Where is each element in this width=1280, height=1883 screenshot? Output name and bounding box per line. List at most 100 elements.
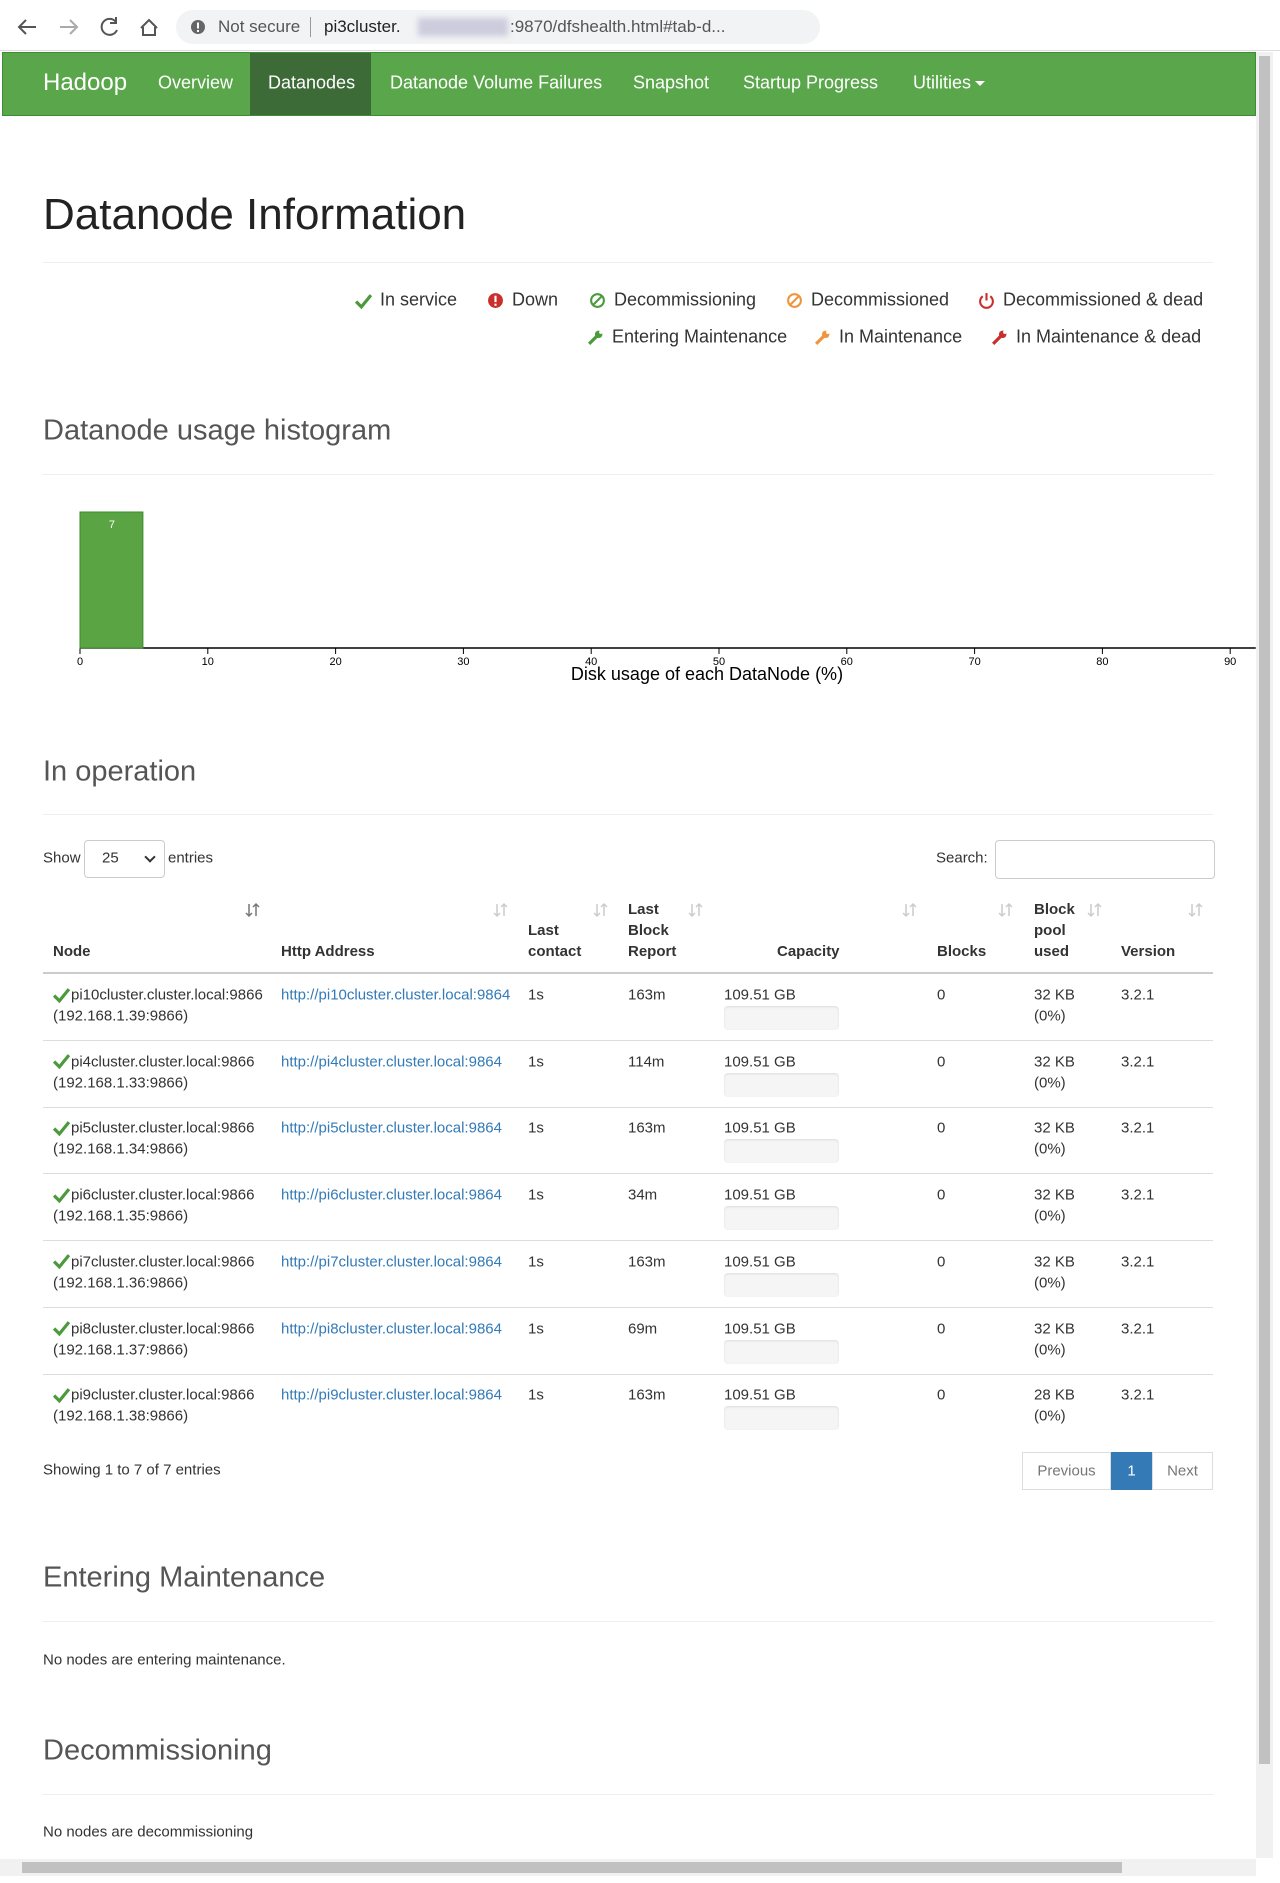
version: 3.2.1: [1121, 1386, 1155, 1404]
last-contact: 1s: [528, 1119, 544, 1137]
scrollbar-h[interactable]: [0, 1859, 1256, 1876]
histogram: 0 10 20 30 40 50 60 70 80 90 7 Disk usage of each D…: [77, 511, 1256, 684]
column-header[interactable]: Node: [53, 943, 91, 960]
x-tick-label: 10: [202, 656, 214, 668]
column-header[interactable]: Last contact: [528, 922, 582, 960]
block-pool-pct: (0%): [1034, 1407, 1066, 1425]
status-icon: [53, 987, 70, 1003]
sort-icon[interactable]: [688, 902, 704, 918]
status-icon: [587, 329, 603, 345]
sort-icon[interactable]: [1087, 902, 1103, 918]
legend-label: Down: [512, 289, 559, 310]
blocks: 0: [937, 1253, 946, 1271]
column-header[interactable]: Capacity: [777, 943, 840, 960]
http-link[interactable]: http://pi5cluster.cluster.local:9864: [281, 1119, 502, 1137]
version: 3.2.1: [1121, 1053, 1155, 1071]
x-tick-label: 20: [329, 656, 341, 668]
row-border: [43, 1173, 1213, 1175]
http-link[interactable]: http://pi8cluster.cluster.local:9864: [281, 1320, 502, 1337]
scrollbar-v[interactable]: [1256, 52, 1273, 1858]
length-select[interactable]: [84, 840, 165, 878]
node-name: pi6cluster.cluster.local:9866: [71, 1186, 255, 1204]
nav-active: [250, 53, 371, 115]
page-button-label[interactable]: Previous: [1037, 1462, 1096, 1480]
last-contact: 1s: [528, 1386, 544, 1404]
security-label: Not secure: [218, 17, 301, 36]
nav-item[interactable]: Startup Progress: [743, 72, 879, 93]
last-block-report: 34m: [628, 1186, 658, 1204]
length-value[interactable]: 25: [102, 849, 119, 867]
node-name: pi10cluster.cluster.local:9866: [71, 986, 263, 1004]
http-link[interactable]: http://pi9cluster.cluster.local:9864: [281, 1386, 502, 1404]
nav-item[interactable]: Overview: [158, 72, 234, 93]
blurred-host: [418, 18, 508, 36]
page-button-label[interactable]: Next: [1167, 1462, 1198, 1480]
row-border: [43, 1040, 1213, 1041]
page-button-label[interactable]: 1: [1127, 1462, 1136, 1480]
block-pool-used: 28 KB: [1034, 1386, 1075, 1404]
page-button[interactable]: [1022, 1452, 1111, 1490]
capacity-bar: [724, 1006, 839, 1030]
status-icon: [53, 1054, 70, 1070]
sort-icon[interactable]: [902, 902, 918, 918]
capacity: 109.51 GB: [724, 1119, 796, 1137]
status-icon: [53, 1321, 70, 1336]
capacity: 109.51 GB: [724, 986, 796, 1004]
nav-item[interactable]: Datanode Volume Failures: [390, 72, 603, 93]
header-border: [43, 972, 1213, 974]
section-text: No nodes are decommissioning: [43, 1823, 254, 1841]
bar: [79, 511, 144, 649]
row-border: [43, 1306, 1213, 1308]
status-icon: [53, 1187, 70, 1203]
block-pool-pct: (0%): [1034, 1341, 1066, 1358]
section-text: No nodes are entering maintenance.: [43, 1651, 286, 1669]
sort-icon[interactable]: [998, 902, 1014, 918]
nav-item[interactable]: Datanodes: [268, 72, 356, 93]
last-contact: 1s: [528, 1186, 544, 1204]
block-pool-used: 32 KB: [1034, 1119, 1075, 1137]
blocks: 0: [937, 1186, 946, 1204]
http-link[interactable]: http://pi6cluster.cluster.local:9864: [281, 1186, 502, 1204]
last-contact: 1s: [528, 986, 544, 1004]
column-header[interactable]: Last Block Report: [628, 901, 677, 960]
x-tick-label: 30: [457, 656, 469, 668]
brand[interactable]: Hadoop: [43, 69, 128, 96]
version: 3.2.1: [1121, 1119, 1155, 1137]
node-name: pi8cluster.cluster.local:9866: [71, 1320, 255, 1337]
section-heading: Datanode usage histogram: [43, 414, 392, 447]
http-link[interactable]: http://pi7cluster.cluster.local:9864: [281, 1253, 502, 1271]
sort-icon[interactable]: [245, 902, 261, 918]
nav-item[interactable]: Snapshot: [633, 72, 710, 93]
legend-label: Entering Maintenance: [612, 326, 788, 347]
sort-icon[interactable]: [493, 902, 509, 918]
column-header[interactable]: Http Address: [281, 943, 375, 960]
version: 3.2.1: [1121, 1320, 1155, 1337]
http-link[interactable]: http://pi4cluster.cluster.local:9864: [281, 1053, 502, 1071]
status-icon: [814, 329, 830, 345]
status-icon: [991, 329, 1007, 345]
node-ip: (192.168.1.36:9866): [53, 1274, 189, 1292]
capacity: 109.51 GB: [724, 1186, 796, 1204]
sort-icon[interactable]: [593, 902, 609, 918]
legend-label: In Maintenance & dead: [1016, 326, 1202, 347]
page-button[interactable]: [1111, 1452, 1152, 1490]
x-tick-label: 80: [1096, 656, 1108, 668]
block-pool-pct: (0%): [1034, 1274, 1066, 1292]
search-input[interactable]: [995, 840, 1215, 879]
search-label: Search:: [936, 849, 988, 867]
column-header[interactable]: Blocks: [937, 943, 987, 960]
column-header[interactable]: Block pool used: [1034, 901, 1075, 960]
sort-icon[interactable]: [1188, 902, 1204, 918]
row-border: [43, 1106, 1213, 1108]
page-button[interactable]: [1152, 1452, 1213, 1490]
nav-item[interactable]: Utilities: [913, 72, 972, 93]
legend-label: Decommissioned & dead: [1003, 289, 1204, 310]
column-header[interactable]: Version: [1121, 943, 1176, 960]
last-block-report: 114m: [628, 1053, 665, 1071]
row-border: [43, 1373, 1213, 1375]
block-pool-pct: (0%): [1034, 1074, 1066, 1092]
node-ip: (192.168.1.34:9866): [53, 1140, 189, 1158]
last-block-report: 163m: [628, 1119, 666, 1137]
http-link[interactable]: http://pi10cluster.cluster.local:9864: [281, 986, 511, 1004]
